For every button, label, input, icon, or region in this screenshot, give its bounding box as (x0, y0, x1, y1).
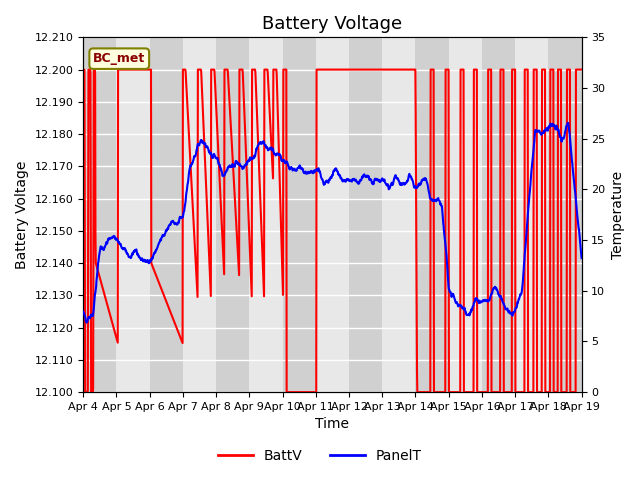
BattV (138, 67, 146, 72)
Bar (382, 37, 415, 392)
Bar (150, 37, 183, 392)
Bar (482, 37, 515, 392)
PanelT (79, 309, 87, 314)
BattV (364, 67, 371, 72)
Bar (282, 37, 316, 392)
PanelT (364, 174, 371, 180)
BattV (81, 389, 89, 395)
PanelT (291, 168, 299, 173)
Bar (449, 37, 482, 392)
BattV (310, 389, 318, 395)
Y-axis label: Temperature: Temperature (611, 171, 625, 259)
Line: BattV: BattV (83, 70, 582, 392)
Bar (83, 37, 116, 392)
PanelT (564, 120, 572, 126)
Y-axis label: Battery Voltage: Battery Voltage (15, 160, 29, 269)
Bar (250, 37, 282, 392)
Bar (349, 37, 382, 392)
Bar (316, 37, 349, 392)
Bar (116, 37, 150, 392)
PanelT (578, 255, 586, 261)
BattV (118, 67, 126, 72)
Bar (216, 37, 250, 392)
Line: PanelT: PanelT (83, 123, 582, 323)
Bar (183, 37, 216, 392)
Title: Battery Voltage: Battery Voltage (262, 15, 403, 33)
PanelT (118, 245, 126, 251)
BattV (301, 389, 309, 395)
PanelT (310, 168, 318, 173)
PanelT (301, 169, 309, 175)
BattV (79, 67, 87, 72)
Legend: BattV, PanelT: BattV, PanelT (212, 443, 428, 468)
BattV (291, 389, 299, 395)
BattV (578, 67, 586, 72)
Bar (415, 37, 449, 392)
Text: BC_met: BC_met (93, 52, 145, 65)
PanelT (83, 320, 90, 325)
PanelT (138, 256, 146, 262)
Bar (548, 37, 582, 392)
X-axis label: Time: Time (316, 418, 349, 432)
Bar (515, 37, 548, 392)
